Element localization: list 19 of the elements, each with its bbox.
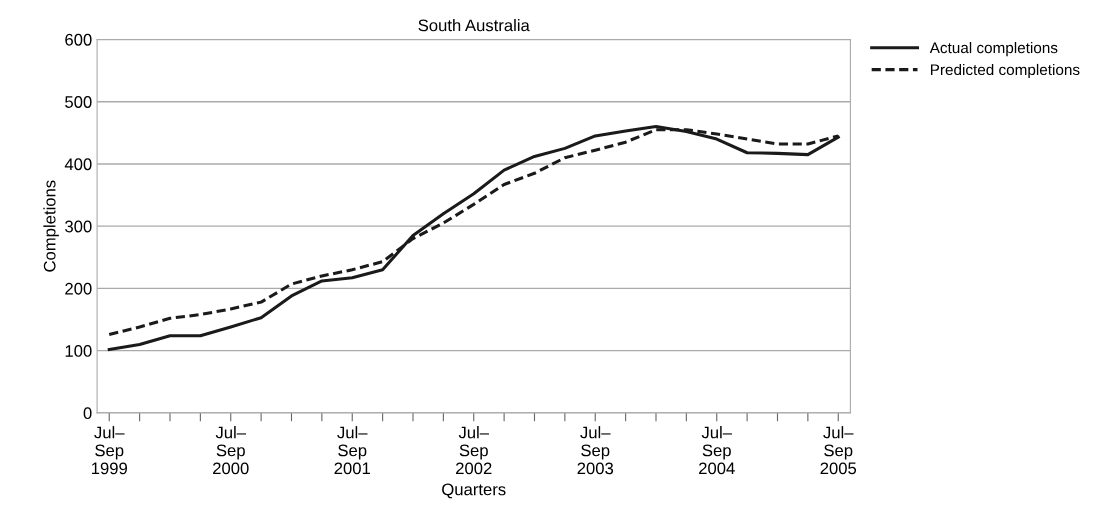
x-tick-label: Jul– Sep 2004 [699, 426, 735, 475]
x-tick-label: Jul– Sep 2001 [334, 426, 370, 475]
y-tick-label: 400 [64, 158, 92, 171]
y-tick-label: 200 [65, 282, 92, 295]
y-tick-label: 0 [83, 407, 92, 420]
x-tick-label: Jul– Sep 2002 [456, 426, 492, 475]
legend-label: Actual completions [929, 42, 1058, 57]
x-axis-title: Quarters [442, 483, 506, 499]
x-tick-label: Jul– Sep 1999 [91, 426, 127, 475]
x-tick-label: Jul– Sep 2003 [577, 426, 614, 475]
y-tick-label: 600 [65, 33, 92, 46]
y-axis-title: Completions [43, 180, 59, 272]
x-tick-label: Jul– Sep 2000 [213, 426, 249, 475]
y-tick-label: 500 [65, 96, 92, 108]
x-tick-label: Jul– Sep 2005 [820, 426, 857, 475]
y-tick-label: 100 [65, 345, 92, 357]
legend-label: Predicted completions [930, 63, 1080, 79]
chart-title: South Australia [418, 19, 530, 32]
y-tick-label: 300 [65, 220, 92, 233]
